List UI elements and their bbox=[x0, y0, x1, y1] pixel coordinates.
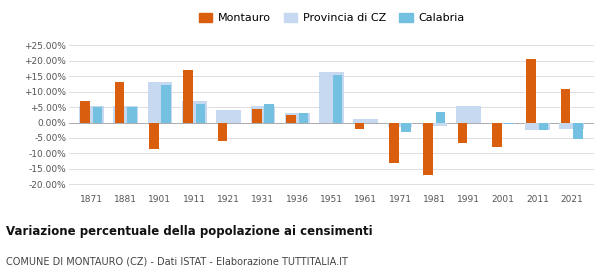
Bar bbox=[333, 75, 343, 123]
Bar bbox=[389, 123, 399, 163]
Bar bbox=[525, 123, 550, 130]
Bar bbox=[286, 115, 296, 123]
Bar bbox=[561, 88, 571, 123]
Bar bbox=[79, 106, 104, 123]
Bar bbox=[183, 70, 193, 123]
Text: Variazione percentuale della popolazione ai censimenti: Variazione percentuale della popolazione… bbox=[6, 225, 373, 238]
Bar bbox=[505, 123, 514, 124]
Bar bbox=[526, 59, 536, 123]
Bar bbox=[252, 109, 262, 123]
Bar bbox=[218, 123, 227, 141]
Bar bbox=[353, 120, 378, 123]
Bar bbox=[127, 107, 137, 123]
Bar bbox=[251, 106, 275, 123]
Legend: Montauro, Provincia di CZ, Calabria: Montauro, Provincia di CZ, Calabria bbox=[194, 8, 469, 28]
Bar bbox=[539, 123, 548, 130]
Bar bbox=[149, 123, 158, 149]
Bar bbox=[92, 107, 102, 123]
Bar bbox=[319, 72, 344, 123]
Bar bbox=[559, 123, 584, 129]
Bar bbox=[573, 123, 583, 139]
Bar bbox=[299, 113, 308, 123]
Bar bbox=[355, 123, 364, 129]
Bar bbox=[196, 104, 205, 123]
Bar bbox=[115, 82, 124, 123]
Bar bbox=[491, 123, 515, 124]
Bar bbox=[148, 82, 172, 123]
Bar bbox=[458, 123, 467, 143]
Bar bbox=[80, 101, 90, 123]
Bar bbox=[401, 123, 411, 132]
Bar bbox=[424, 123, 433, 175]
Bar bbox=[388, 123, 412, 127]
Bar bbox=[422, 123, 447, 126]
Bar bbox=[436, 112, 445, 123]
Bar bbox=[264, 104, 274, 123]
Bar bbox=[182, 101, 206, 123]
Bar bbox=[113, 106, 138, 123]
Bar bbox=[457, 106, 481, 123]
Bar bbox=[492, 123, 502, 147]
Bar bbox=[161, 85, 171, 123]
Bar bbox=[285, 113, 310, 123]
Bar bbox=[216, 110, 241, 123]
Text: COMUNE DI MONTAURO (CZ) - Dati ISTAT - Elaborazione TUTTITALIA.IT: COMUNE DI MONTAURO (CZ) - Dati ISTAT - E… bbox=[6, 256, 348, 266]
